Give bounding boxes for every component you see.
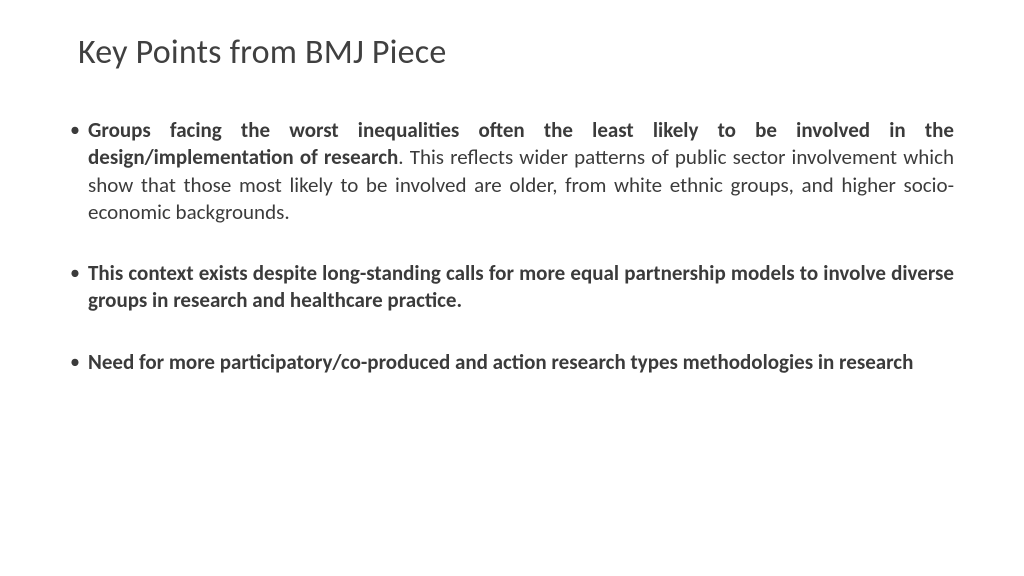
list-item: Need for more participatory/co-produced …: [70, 349, 954, 376]
bullet-list: Groups facing the worst inequalities oft…: [70, 117, 954, 376]
list-item: This context exists despite long-standin…: [70, 260, 954, 315]
list-item: Groups facing the worst inequalities oft…: [70, 117, 954, 226]
bullet-bold: This context exists despite long-standin…: [88, 260, 954, 313]
slide-title: Key Points from BMJ Piece: [78, 32, 954, 73]
bullet-bold: Need for more participatory/co-produced …: [88, 349, 913, 375]
